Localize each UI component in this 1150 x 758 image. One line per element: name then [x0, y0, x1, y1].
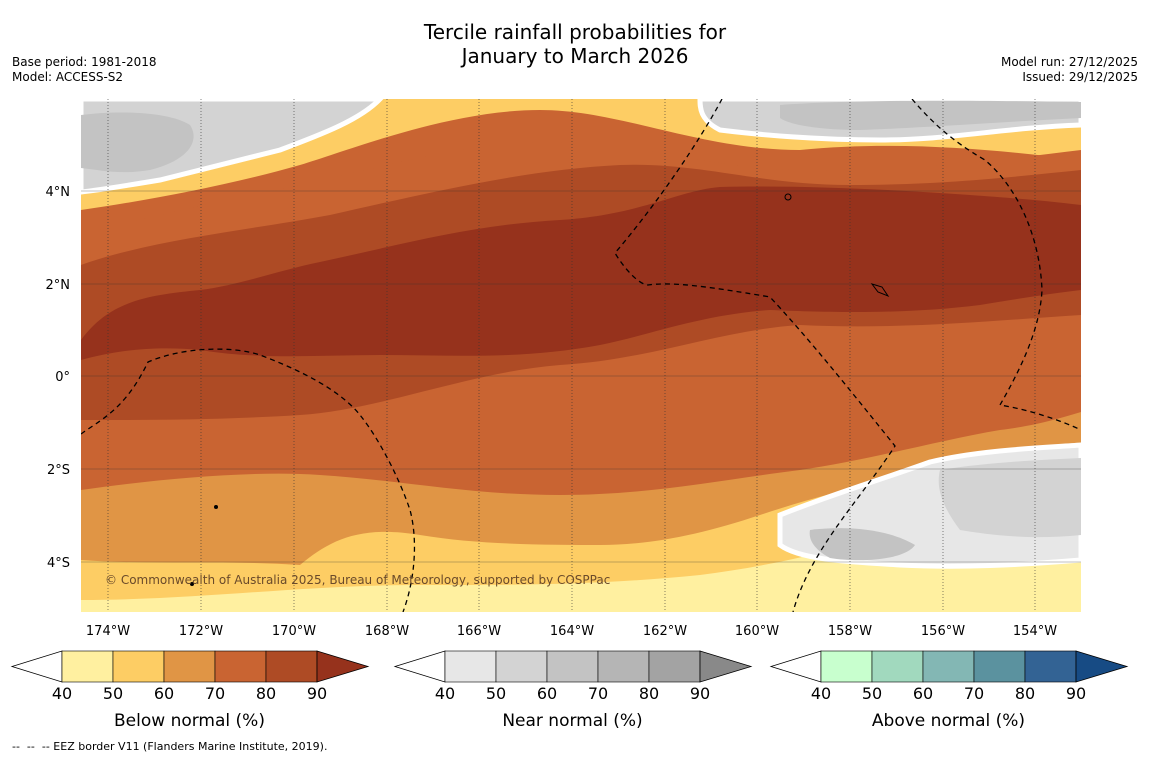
- island-4: [190, 582, 194, 586]
- lat-label: 4°S: [47, 556, 70, 571]
- base-period-text: Base period: 1981-2018: [12, 55, 157, 69]
- eez-border-central: [614, 99, 896, 612]
- lon-label: 156°W: [921, 624, 965, 639]
- near-normal-patch-ne-core: [780, 100, 1081, 130]
- lon-label: 170°W: [272, 624, 316, 639]
- colorbar-high-extend: [316, 650, 370, 683]
- colorbar-tick: 80: [639, 684, 659, 703]
- eez-border-west: [81, 348, 416, 612]
- eez-border-note: -- -- -- EEZ border V11 (Flanders Marine…: [12, 740, 328, 753]
- near-normal-patch-se-core: [938, 458, 1081, 538]
- lon-label: 162°W: [643, 624, 687, 639]
- lon-label: 168°W: [365, 624, 409, 639]
- colorbar-low-extend: [10, 650, 63, 683]
- colorbar-tick: 60: [537, 684, 557, 703]
- colorbar-title: Above normal (%): [872, 711, 1025, 731]
- map-title: Tercile rainfall probabilities for Janua…: [0, 20, 1150, 68]
- colorbar-title: Near normal (%): [502, 711, 642, 731]
- lon-label: 174°W: [86, 624, 130, 639]
- lat-label: 2°N: [46, 278, 71, 293]
- colorbar-tick: 60: [913, 684, 933, 703]
- colorbar-segment: [214, 650, 267, 683]
- lat-label: 4°N: [46, 185, 71, 200]
- meta-left: Base period: 1981-2018 Model: ACCESS-S2: [12, 55, 157, 85]
- lat-label: 2°S: [47, 463, 70, 478]
- colorbar-segment: [871, 650, 924, 683]
- colorbar-segment: [495, 650, 548, 683]
- lon-label: 160°W: [735, 624, 779, 639]
- lon-label: 164°W: [550, 624, 594, 639]
- lon-label: 158°W: [828, 624, 872, 639]
- colorbar-segment: [265, 650, 318, 683]
- colorbar-tick: 40: [435, 684, 455, 703]
- island-3: [214, 505, 218, 509]
- colorbar-tick: 40: [811, 684, 831, 703]
- colorbar-segment: [546, 650, 599, 683]
- band-90: [81, 186, 1081, 360]
- copyright-text: © Commonwealth of Australia 2025, Bureau…: [105, 573, 610, 587]
- colorbar-segment: [973, 650, 1026, 683]
- colorbar-segment: [163, 650, 216, 683]
- colorbar-low-extend: [769, 650, 822, 683]
- colorbar-tick: 80: [256, 684, 276, 703]
- graticule: [81, 99, 1081, 612]
- issued-text: Issued: 29/12/2025: [1022, 70, 1138, 84]
- colorbar-1: 40 50 60 70 80 90 Near normal (%): [393, 650, 753, 731]
- near-normal-patch-nw-core: [81, 112, 194, 173]
- lat-label: 0°: [55, 370, 70, 385]
- colorbar-tick: 70: [964, 684, 984, 703]
- colorbar-low-extend: [393, 650, 446, 683]
- colorbar-tick: 70: [205, 684, 225, 703]
- model-text: Model: ACCESS-S2: [12, 70, 124, 84]
- colorbar-0: 40 50 60 70 80 90 Below normal (%): [10, 650, 370, 731]
- title-line-2: January to March 2026: [461, 44, 689, 68]
- colorbar-tick: 50: [103, 684, 123, 703]
- model-run-text: Model run: 27/12/2025: [1000, 55, 1138, 69]
- colorbar-tick: 80: [1015, 684, 1035, 703]
- lon-label: 166°W: [457, 624, 501, 639]
- colorbar-segment: [922, 650, 975, 683]
- colorbar-tick: 50: [486, 684, 506, 703]
- colorbar-segment: [820, 650, 873, 683]
- colorbars: 40 50 60 70 80 90 Below normal (%) 40 50 60 70 80 90…: [10, 650, 1129, 731]
- colorbar-tick: 90: [690, 684, 710, 703]
- colorbar-segment: [444, 650, 497, 683]
- colorbar-segment: [597, 650, 650, 683]
- probability-map: © Commonwealth of Australia 2025, Bureau…: [81, 99, 1081, 612]
- colorbar-tick: 50: [862, 684, 882, 703]
- colorbar-high-extend: [1075, 650, 1129, 683]
- colorbar-segment: [61, 650, 114, 683]
- colorbar-tick: 90: [1066, 684, 1086, 703]
- colorbar-segment: [112, 650, 165, 683]
- latitude-labels: 4°N 2°N 0° 2°S 4°S: [46, 185, 71, 571]
- near-normal-patch-se-inner: [809, 528, 915, 561]
- colorbar-high-extend: [699, 650, 753, 683]
- colorbar-2: 40 50 60 70 80 90 Above normal (%): [769, 650, 1129, 731]
- colorbar-tick: 70: [588, 684, 608, 703]
- colorbar-segment: [648, 650, 701, 683]
- colorbar-segment: [1024, 650, 1077, 683]
- lon-label: 154°W: [1013, 624, 1057, 639]
- colorbar-tick: 60: [154, 684, 174, 703]
- south-band-40: [81, 485, 1081, 612]
- lon-label: 172°W: [179, 624, 223, 639]
- longitude-labels: 174°W 172°W 170°W 168°W 166°W 164°W 162°W 160°W…: [86, 624, 1057, 639]
- colorbar-tick: 40: [52, 684, 72, 703]
- title-line-1: Tercile rainfall probabilities for: [423, 20, 727, 44]
- island-1: [784, 193, 792, 201]
- colorbar-tick: 90: [307, 684, 327, 703]
- meta-right: Model run: 27/12/2025 Issued: 29/12/2025: [1001, 55, 1138, 85]
- island-2: [870, 283, 890, 298]
- colorbar-title: Below normal (%): [114, 711, 265, 731]
